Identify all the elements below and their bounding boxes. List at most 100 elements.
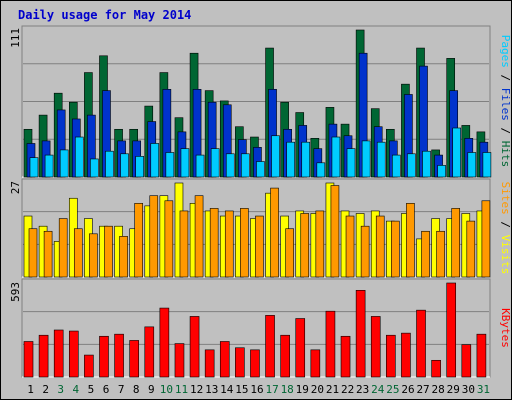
- chart-title: Daily usage for May 2014: [18, 8, 191, 22]
- x-tick-day-23: 23: [356, 383, 369, 396]
- bar-kbytes-day-12: [189, 316, 200, 378]
- x-tick-day-31: 31: [477, 383, 490, 396]
- bar-pages-day-19: [301, 141, 311, 178]
- bar-kbytes-day-28: [431, 359, 441, 378]
- bar-kbytes-day-14: [219, 341, 230, 378]
- bar-pages-day-31: [482, 152, 492, 178]
- x-tick-day-26: 26: [401, 383, 414, 396]
- bar-sites-day-20: [315, 210, 325, 278]
- panel2-ymax-label: 27: [9, 181, 22, 194]
- bar-kbytes-day-29: [446, 282, 457, 378]
- legend-hits: Hits: [499, 141, 512, 168]
- x-tick-day-17: 17: [265, 383, 278, 396]
- bar-kbytes-day-22: [340, 335, 351, 378]
- bar-pages-day-28: [437, 165, 446, 178]
- bar-kbytes-day-1: [23, 341, 34, 378]
- bar-pages-day-4: [74, 136, 84, 178]
- legend-panel-2: Sites / Visits: [499, 182, 512, 275]
- x-tick-day-10: 10: [160, 383, 173, 396]
- bar-pages-day-16: [256, 161, 265, 178]
- bar-pages-day-2: [44, 154, 54, 178]
- bar-sites-day-1: [28, 228, 38, 278]
- x-tick-day-21: 21: [326, 383, 339, 396]
- bar-sites-day-19: [300, 213, 310, 278]
- bar-pages-day-18: [286, 141, 295, 178]
- bar-pages-day-5: [90, 158, 99, 178]
- bar-kbytes-day-26: [401, 332, 411, 378]
- bar-kbytes-day-9: [144, 326, 155, 378]
- bar-kbytes-day-13: [204, 349, 215, 378]
- legend-kbytes: KBytes: [499, 308, 512, 348]
- bar-sites-day-23: [360, 225, 370, 278]
- bar-sites-day-24: [375, 215, 385, 278]
- bar-kbytes-day-10: [159, 307, 170, 378]
- x-tick-day-12: 12: [190, 383, 203, 396]
- legend-visits: Visits: [499, 235, 512, 275]
- legend-sites: Sites: [499, 182, 512, 215]
- legend-separator: /: [499, 68, 512, 88]
- bar-pages-day-13: [210, 148, 220, 178]
- bar-kbytes-day-3: [53, 329, 64, 378]
- bar-kbytes-day-21: [325, 310, 336, 378]
- bar-pages-day-21: [331, 136, 341, 178]
- bar-kbytes-day-27: [416, 309, 426, 378]
- x-tick-day-30: 30: [462, 383, 475, 396]
- bar-sites-day-29: [451, 208, 461, 278]
- bar-pages-day-15: [241, 153, 250, 178]
- bar-sites-day-31: [481, 200, 491, 278]
- bar-pages-day-1: [29, 157, 39, 178]
- bar-kbytes-day-19: [295, 318, 306, 378]
- bar-kbytes-day-23: [355, 290, 366, 378]
- bar-kbytes-day-11: [174, 343, 185, 378]
- bar-sites-day-9: [149, 195, 159, 278]
- x-tick-day-9: 9: [148, 383, 155, 396]
- x-tick-labels: 1 2 3 4 5 6 7 8 9 10 11 12 13 14 15 16 17 18 19 20 21 22 23 24 2…: [27, 383, 490, 396]
- x-tick-day-20: 20: [311, 383, 324, 396]
- bar-pages-day-24: [376, 141, 386, 178]
- legend-pages: Pages: [499, 35, 512, 68]
- bar-sites-day-21: [330, 185, 340, 278]
- bar-kbytes-day-16: [250, 349, 260, 378]
- bar-sites-day-28: [436, 230, 445, 278]
- bar-kbytes-day-2: [38, 334, 49, 378]
- bar-pages-day-20: [316, 162, 326, 178]
- bar-kbytes-day-18: [280, 334, 290, 378]
- bar-pages-day-26: [407, 153, 416, 178]
- bar-pages-day-6: [105, 150, 114, 178]
- bar-sites-day-7: [119, 236, 128, 278]
- bar-pages-day-29: [452, 127, 462, 178]
- x-tick-day-4: 4: [73, 383, 80, 396]
- x-tick-day-24: 24: [371, 383, 385, 396]
- bar-sites-day-6: [104, 225, 113, 278]
- x-tick-day-15: 15: [235, 383, 248, 396]
- bar-sites-day-2: [43, 230, 53, 278]
- bar-sites-day-15: [240, 208, 249, 278]
- x-tick-day-29: 29: [447, 383, 460, 396]
- x-tick-day-19: 19: [296, 383, 309, 396]
- x-tick-day-27: 27: [416, 383, 429, 396]
- series-legends: Pages / Files / Hits Sites / Visits KBytes: [499, 35, 512, 348]
- bar-pages-day-27: [422, 150, 431, 178]
- bar-sites-day-8: [134, 203, 143, 278]
- bar-sites-day-12: [194, 195, 204, 278]
- bar-pages-day-22: [346, 148, 356, 178]
- legend-files: Files: [499, 88, 512, 121]
- legend-separator: /: [499, 215, 512, 235]
- bar-pages-day-7: [120, 153, 129, 178]
- bar-kbytes-day-7: [114, 333, 124, 378]
- bar-kbytes-day-24: [370, 316, 381, 378]
- legend-panel-3: KBytes: [499, 308, 512, 348]
- bar-sites-day-26: [406, 203, 415, 278]
- bar-pages-day-12: [195, 154, 205, 178]
- bar-kbytes-day-25: [386, 334, 396, 378]
- bar-sites-day-4: [73, 228, 83, 278]
- x-tick-day-1: 1: [27, 383, 34, 396]
- panel1-ymax-label: 111: [9, 28, 22, 48]
- bar-sites-day-10: [164, 200, 174, 278]
- bar-sites-day-14: [224, 210, 234, 278]
- chart-bars: [23, 29, 492, 378]
- bar-sites-day-27: [421, 230, 430, 278]
- bar-sites-day-5: [89, 233, 98, 278]
- bar-kbytes-day-17: [265, 315, 275, 378]
